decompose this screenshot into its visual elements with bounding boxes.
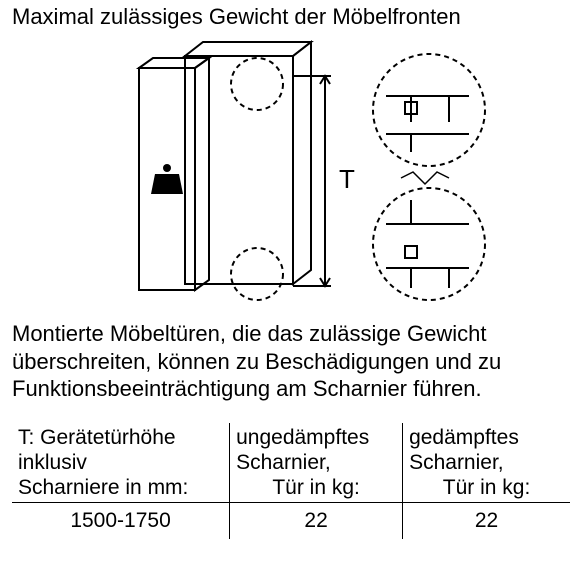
table-row: 1500-1750 22 22 (12, 503, 570, 540)
cell-range: 1500-1750 (12, 503, 230, 540)
cell-damped: 22 (403, 503, 570, 540)
spec-table: T: Gerätetürhöhe inklusiv Scharniere in … (12, 423, 570, 540)
dimension-label: T (339, 164, 355, 194)
weight-icon: kg (151, 164, 183, 194)
technical-diagram: kg T (71, 38, 511, 308)
detail-bottom (373, 188, 485, 300)
table-header-col2: ungedämpftes Scharnier, Tür in kg: (230, 423, 403, 503)
svg-text:kg: kg (162, 181, 172, 191)
page-title: Maximal zulässiges Gewicht der Möbelfron… (12, 4, 570, 30)
detail-top (373, 54, 485, 166)
table-header-col1: T: Gerätetürhöhe inklusiv Scharniere in … (12, 423, 230, 503)
cell-undamped: 22 (230, 503, 403, 540)
table-header-col3: gedämpftes Scharnier, Tür in kg: (403, 423, 570, 503)
caption-text: Montierte Möbeltüren, die das zulässige … (12, 320, 570, 403)
